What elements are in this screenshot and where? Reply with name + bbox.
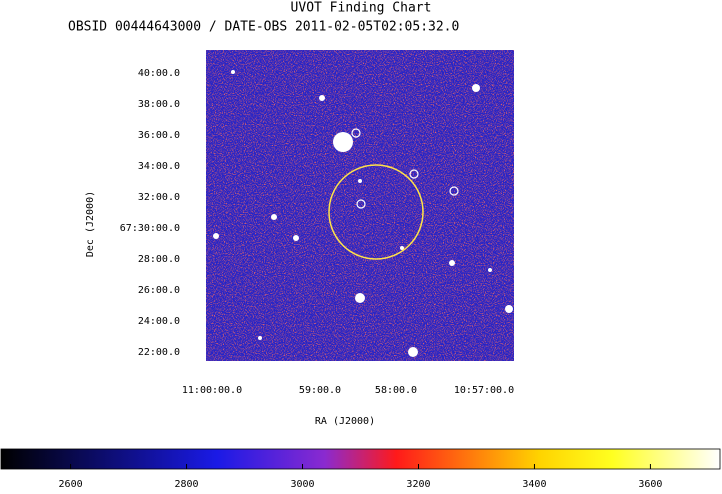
error-circle bbox=[328, 164, 424, 260]
colorbar-tick-label: 2800 bbox=[175, 479, 199, 489]
colorbar-ticks: 2600 2800 3000 3200 3400 3600 bbox=[59, 464, 662, 490]
colorbar-tick-label: 3400 bbox=[522, 479, 546, 489]
y-axis-label: Dec (J2000) bbox=[85, 191, 96, 257]
y-tick-label: 40:00.0 bbox=[138, 68, 180, 79]
image-noise bbox=[206, 50, 514, 361]
colorbar-tick-label: 3200 bbox=[406, 479, 430, 489]
y-tick-label: 28:00.0 bbox=[138, 254, 180, 265]
y-tick-label: 26:00.0 bbox=[138, 285, 180, 296]
x-axis-label: RA (J2000) bbox=[315, 416, 375, 427]
title: UVOT Finding Chart bbox=[291, 1, 432, 16]
sky-image bbox=[206, 50, 514, 361]
x-tick-label: 11:00:00.0 bbox=[182, 385, 242, 396]
colorbar-tick-label: 2600 bbox=[59, 479, 83, 489]
y-tick-label: 36:00.0 bbox=[138, 130, 180, 141]
y-tick-label: 67:30:00.0 bbox=[120, 223, 180, 234]
y-tick-label: 32:00.0 bbox=[138, 192, 180, 203]
colorbar bbox=[0, 448, 721, 470]
y-tick-label: 34:00.0 bbox=[138, 161, 180, 172]
y-tick-label: 24:00.0 bbox=[138, 316, 180, 327]
subtitle: OBSID 00444643000 / DATE-OBS 2011-02-05T… bbox=[68, 20, 459, 35]
x-tick-label: 59:00.0 bbox=[299, 385, 341, 396]
x-tick-label: 10:57:00.0 bbox=[454, 385, 514, 396]
axis-ticks: 11:00:00.0 59:00.0 58:00.0 10:57:00.0 40:00.… bbox=[120, 68, 514, 396]
colorbar-tick-label: 3000 bbox=[290, 479, 314, 489]
colorbar-tick-label: 3600 bbox=[638, 479, 662, 489]
stars bbox=[213, 70, 513, 357]
y-tick-label: 38:00.0 bbox=[138, 99, 180, 110]
source-markers bbox=[351, 128, 459, 209]
x-tick-label: 58:00.0 bbox=[375, 385, 417, 396]
y-tick-label: 22:00.0 bbox=[138, 347, 180, 358]
